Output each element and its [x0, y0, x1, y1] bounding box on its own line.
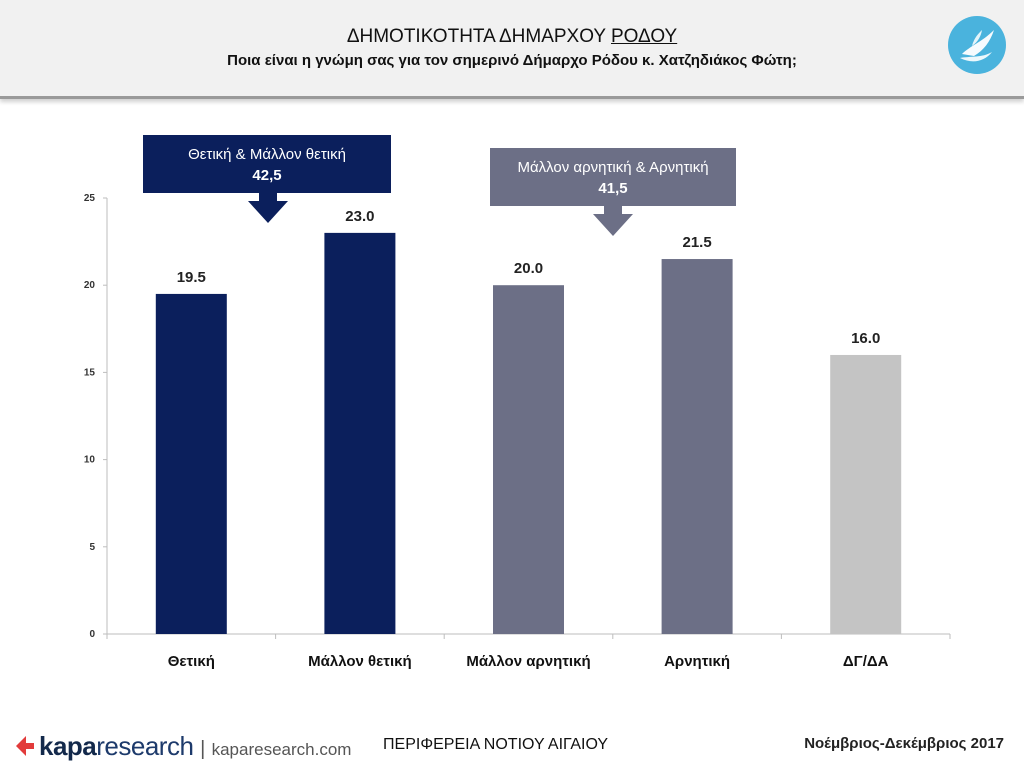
kapa-mark-icon — [16, 736, 34, 756]
title-underlined-text: ΡΟΔΟΥ — [611, 26, 678, 47]
x-tick-label: Μάλλον θετική — [308, 653, 412, 670]
footer-region: ΠΕΡΙΦΕΡΕΙΑ ΝΟΤΙΟΥ ΑΙΓΑΙΟΥ — [383, 736, 609, 753]
callout-label: Θετική & Μάλλον θετική — [188, 146, 346, 163]
data-label: 21.5 — [682, 234, 711, 251]
bar — [830, 354, 902, 634]
footer-date: Νοέμβριος-Δεκέμβριος 2017 — [804, 735, 1004, 752]
down-arrow-icon — [248, 193, 288, 223]
annotation-callout: Θετική & Μάλλον θετική 42,5 — [143, 135, 391, 223]
callout-value: 41,5 — [598, 180, 627, 197]
page-title: ΔΗΜΟΤΙΚΟΤΗΤΑ ΔΗΜΑΡΧΟΥ ΡΟΔΟΥ — [0, 26, 1024, 48]
annotation-callout: Μάλλον αρνητική & Αρνητική 41,5 — [490, 148, 736, 236]
y-tick-label: 10 — [84, 455, 96, 466]
callout-value: 42,5 — [252, 167, 281, 184]
callout-box — [490, 148, 736, 206]
y-tick-label: 15 — [84, 367, 96, 378]
bars: 19.5 Θετική 23.0 Μάλλον θετική 20.0 Μάλλον αρ… — [155, 208, 902, 670]
bar — [493, 285, 564, 634]
data-label: 19.5 — [177, 269, 206, 286]
x-tick-label: Μάλλον αρνητική — [466, 653, 590, 670]
data-label: 20.0 — [514, 260, 543, 277]
data-label: 23.0 — [345, 208, 374, 225]
x-tick-label: ΔΓ/ΔΑ — [843, 653, 889, 670]
callout-label: Μάλλον αρνητική & Αρνητική — [517, 159, 708, 176]
brand-url: kaparesearch.com — [211, 740, 352, 759]
down-arrow-icon — [593, 206, 633, 236]
x-tick-label: Αρνητική — [664, 653, 730, 670]
bar — [324, 232, 396, 634]
bar — [661, 259, 733, 634]
page-subtitle: Ποια είναι η γνώμη σας για τον σημερινό … — [227, 52, 797, 69]
dove-logo-icon — [948, 16, 1006, 74]
brand-kapa: kapa — [39, 731, 97, 761]
x-tick-label: Θετική — [168, 653, 215, 670]
y-tick-label: 5 — [89, 542, 95, 553]
y-tick-label: 25 — [84, 193, 96, 204]
data-label: 16.0 — [851, 330, 880, 347]
brand-separator: | — [200, 738, 205, 760]
annotations: Θετική & Μάλλον θετική 42,5 Μάλλον αρνητικ… — [143, 135, 736, 236]
callout-box — [143, 135, 391, 193]
brand-research: research — [96, 731, 194, 761]
bar — [155, 293, 227, 634]
y-tick-label: 0 — [89, 629, 95, 640]
y-tick-label: 20 — [84, 280, 96, 291]
title-text: ΔΗΜΟΤΙΚΟΤΗΤΑ ΔΗΜΑΡΧΟΥ — [346, 26, 611, 47]
kapa-logo-icon: kaparesearch | kaparesearch.com — [14, 731, 352, 761]
header: ΔΗΜΟΤΙΚΟΤΗΤΑ ΔΗΜΑΡΧΟΥ ΡΟΔΟΥ Ποια είναι η… — [0, 0, 1024, 99]
